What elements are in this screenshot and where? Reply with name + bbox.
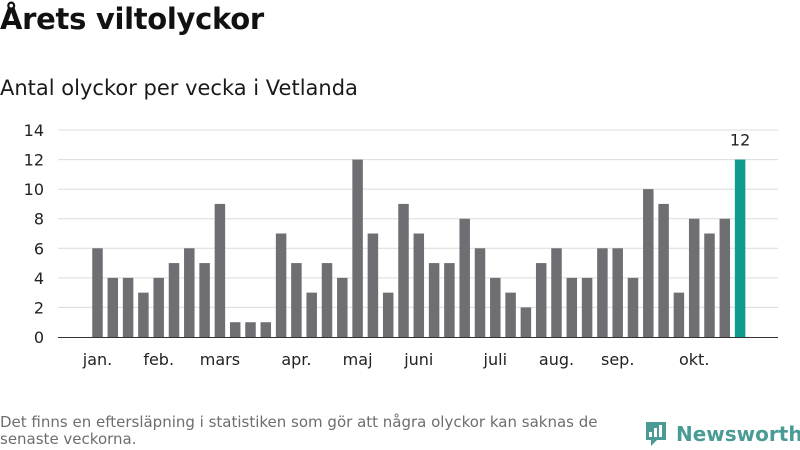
- bar: [275, 233, 287, 337]
- bar: [688, 218, 700, 337]
- bar-chart: 0 2 4 6 8 10 12 14 12 jan. feb. mars apr. maj juni juli…: [24, 121, 778, 369]
- x-tick-label: apr.: [281, 350, 311, 369]
- bar: [581, 277, 593, 337]
- bar: [566, 277, 578, 337]
- bar: [551, 248, 562, 337]
- bar: [719, 218, 731, 337]
- x-tick-label: sep.: [601, 350, 634, 369]
- bar: [199, 263, 210, 337]
- y-tick-label: 0: [34, 328, 44, 347]
- bar: [398, 203, 409, 337]
- newsworthy-logo-icon: [646, 422, 666, 446]
- bar: [229, 322, 241, 337]
- footnote: Det finns en eftersläpning i statistiken…: [0, 413, 598, 448]
- y-tick-label: 2: [34, 298, 44, 317]
- bar: [153, 277, 164, 337]
- bar: [168, 263, 180, 337]
- bar-highlight: [734, 159, 746, 337]
- y-tick-label: 12: [24, 151, 44, 170]
- bar: [352, 159, 363, 337]
- bar: [612, 248, 623, 337]
- bar: [444, 263, 455, 337]
- bar: [505, 292, 516, 337]
- brand-name: Newsworthy: [676, 422, 800, 446]
- x-tick-label: mars: [200, 350, 240, 369]
- bar: [107, 277, 119, 337]
- bar: [337, 277, 348, 337]
- y-tick-label: 6: [34, 239, 44, 258]
- bar: [367, 233, 379, 337]
- bar: [260, 322, 272, 337]
- brand-logo: Newsworthy: [644, 419, 800, 449]
- bar: [704, 233, 715, 337]
- bar: [474, 248, 486, 337]
- x-tick-label: aug.: [539, 350, 574, 369]
- y-tick-label: 8: [34, 210, 44, 229]
- bar: [520, 307, 532, 337]
- y-tick-label: 10: [24, 180, 44, 199]
- bar: [459, 218, 470, 337]
- x-tick-label: maj: [343, 350, 373, 369]
- x-tick-label: jan.: [82, 350, 112, 369]
- bar: [245, 322, 256, 337]
- bar: [673, 292, 685, 337]
- chart-title: Årets viltolyckor: [0, 2, 264, 36]
- chart-subtitle: Antal olyckor per vecka i Vetlanda: [0, 76, 358, 100]
- bar: [291, 263, 302, 337]
- bar: [658, 203, 669, 337]
- bar: [214, 203, 226, 337]
- bar: [92, 248, 103, 337]
- x-tick-label: juni: [403, 350, 433, 369]
- data-label: 12: [730, 131, 750, 150]
- bar: [643, 189, 654, 337]
- bar: [627, 277, 639, 337]
- bar: [306, 292, 317, 337]
- y-tick-label: 4: [34, 269, 44, 288]
- bar: [382, 292, 394, 337]
- bar: [184, 248, 195, 337]
- bar: [122, 277, 134, 337]
- bar: [597, 248, 608, 337]
- bar: [490, 277, 501, 337]
- x-tick-label: juli: [483, 350, 507, 369]
- bar: [413, 233, 425, 337]
- x-tick-label: feb.: [143, 350, 174, 369]
- x-tick-label: okt.: [679, 350, 709, 369]
- y-tick-label: 14: [24, 121, 44, 140]
- bar: [428, 263, 440, 337]
- bar: [535, 263, 547, 337]
- bar: [138, 292, 149, 337]
- bar: [321, 263, 333, 337]
